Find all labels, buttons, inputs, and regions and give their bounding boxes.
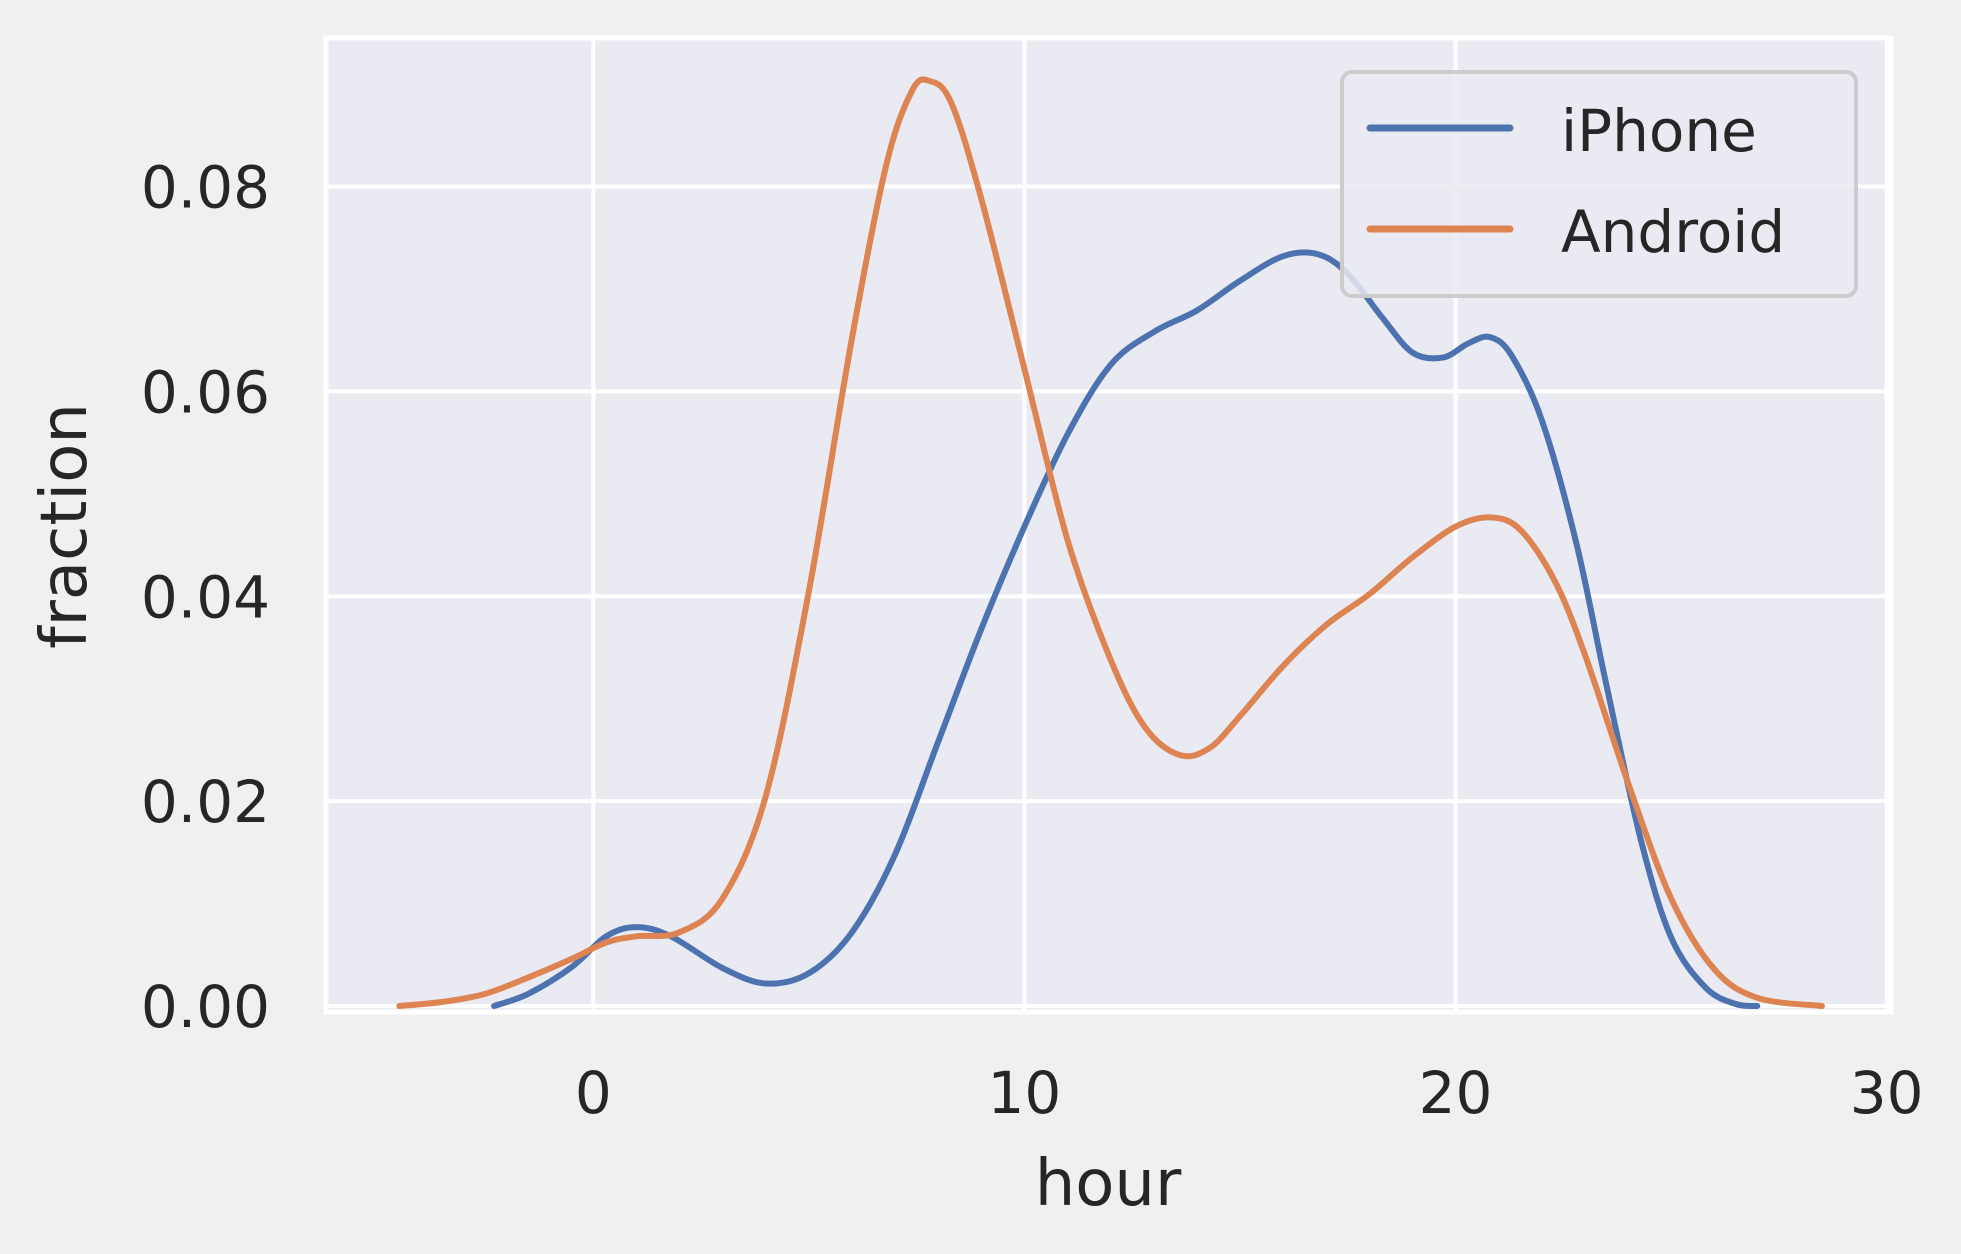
x-tick-label: 10 xyxy=(988,1059,1062,1127)
y-tick-labels: 0.00 0.02 0.04 0.06 0.08 xyxy=(141,154,270,1041)
y-tick-label: 0.08 xyxy=(141,154,270,222)
y-axis-label: fraction xyxy=(28,403,102,649)
series-line-iphone xyxy=(491,249,1761,1010)
y-tick-label: 0.00 xyxy=(141,973,270,1041)
legend: iPhone Android xyxy=(1340,70,1858,298)
x-tick-label: 0 xyxy=(575,1059,612,1127)
x-tick-label: 20 xyxy=(1419,1059,1493,1127)
x-tick-labels: 0 10 20 30 xyxy=(575,1059,1924,1127)
x-tick-label: 30 xyxy=(1850,1059,1924,1127)
series-line-android xyxy=(396,76,1825,1009)
y-tick-label: 0.04 xyxy=(141,563,270,631)
y-tick-label: 0.06 xyxy=(141,358,270,426)
x-axis-label: hour xyxy=(1035,1147,1182,1221)
y-tick-label: 0.02 xyxy=(141,768,270,836)
legend-label-iphone: iPhone xyxy=(1561,97,1757,165)
legend-label-android: Android xyxy=(1561,198,1785,266)
series-lines xyxy=(396,76,1825,1010)
